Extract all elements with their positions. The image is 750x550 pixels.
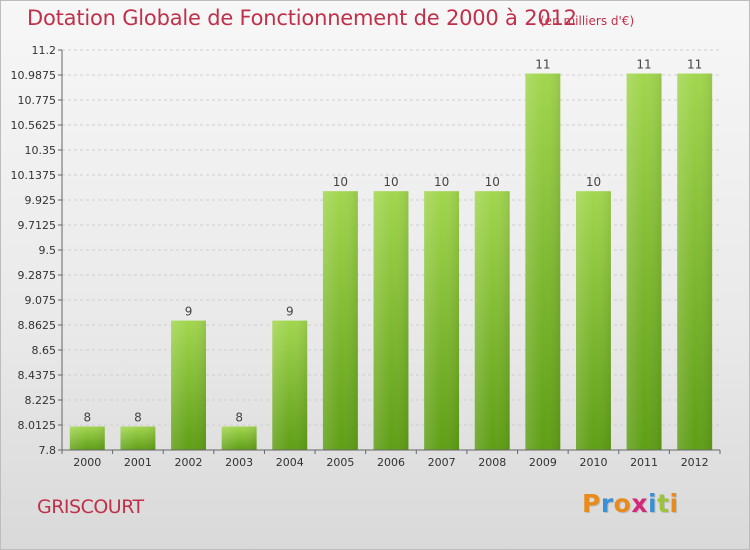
data-label: 11 <box>687 58 702 72</box>
y-tick-label: 8.0125 <box>18 419 57 432</box>
data-label: 11 <box>636 58 651 72</box>
data-label: 10 <box>383 175 398 189</box>
x-tick-label: 2008 <box>478 456 506 469</box>
bar-shine <box>322 191 358 451</box>
y-tick-label: 10.5625 <box>11 119 57 132</box>
x-tick-label: 2001 <box>124 456 152 469</box>
bar-shine <box>272 320 308 450</box>
y-tick-label: 10.775 <box>18 94 57 107</box>
bar-shine <box>626 73 662 450</box>
x-tick-label: 2002 <box>175 456 203 469</box>
proxiti-logo: Proxiti <box>582 489 679 518</box>
x-tick-label: 2000 <box>73 456 101 469</box>
y-tick-label: 9.925 <box>25 194 57 207</box>
data-label: 11 <box>535 58 550 72</box>
x-tick-label: 2010 <box>579 456 607 469</box>
logo-letter: i <box>648 489 658 518</box>
y-tick-label: 9.5 <box>39 244 57 257</box>
bar-shine <box>120 426 156 450</box>
bar-shine <box>221 426 257 450</box>
y-tick-label: 9.7125 <box>18 219 57 232</box>
x-tick-label: 2009 <box>529 456 557 469</box>
y-tick-label: 7.8 <box>39 444 57 457</box>
bar-shine <box>525 73 561 450</box>
y-tick-label: 10.35 <box>25 144 57 157</box>
bar-shine <box>171 320 207 450</box>
logo-letter: o <box>613 489 632 518</box>
y-tick-label: 10.1375 <box>11 169 57 182</box>
data-label: 9 <box>185 305 193 319</box>
x-tick-label: 2012 <box>681 456 709 469</box>
bar-shine <box>424 191 460 451</box>
x-tick-label: 2004 <box>276 456 304 469</box>
bar-shine <box>575 191 611 451</box>
bar-shine <box>69 426 105 450</box>
data-label: 10 <box>333 175 348 189</box>
y-tick-label: 8.65 <box>32 344 57 357</box>
data-label: 8 <box>235 410 243 424</box>
x-tick-label: 2003 <box>225 456 253 469</box>
y-tick-label: 11.2 <box>32 44 57 57</box>
data-label: 8 <box>83 410 91 424</box>
y-tick-label: 9.075 <box>25 294 57 307</box>
data-label: 10 <box>586 175 601 189</box>
data-label: 10 <box>434 175 449 189</box>
x-tick-label: 2005 <box>326 456 354 469</box>
bar-shine <box>677 73 713 450</box>
y-tick-label: 9.2875 <box>18 269 57 282</box>
logo-letter: i <box>669 489 679 518</box>
x-tick-label: 2006 <box>377 456 405 469</box>
data-label: 9 <box>286 305 294 319</box>
bar-shine <box>474 191 510 451</box>
chart-subtitle: (en milliers d'€) <box>540 14 635 28</box>
y-tick-label: 8.8625 <box>18 319 57 332</box>
logo-letter: r <box>600 489 614 518</box>
data-label: 8 <box>134 410 142 424</box>
logo-letter: x <box>631 489 648 518</box>
data-label: 10 <box>485 175 500 189</box>
x-tick-label: 2007 <box>428 456 456 469</box>
logo-letter: t <box>657 489 670 518</box>
x-tick-label: 2011 <box>630 456 658 469</box>
logo-letter: P <box>582 489 601 518</box>
chart-title: Dotation Globale de Fonctionnement de 20… <box>27 6 577 30</box>
y-tick-label: 8.225 <box>25 394 57 407</box>
place-name: GRISCOURT <box>37 496 144 518</box>
bar-shine <box>373 191 409 451</box>
y-tick-label: 10.9875 <box>11 69 57 82</box>
y-tick-label: 8.4375 <box>18 369 57 382</box>
